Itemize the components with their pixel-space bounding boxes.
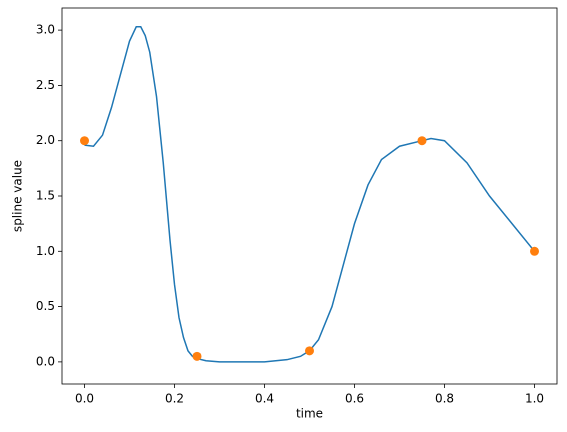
plot-frame xyxy=(61,7,558,385)
x-tick-label: 1.0 xyxy=(525,392,544,406)
line xyxy=(84,26,536,363)
y-tick-label: 3.0 xyxy=(36,23,55,37)
point xyxy=(417,136,427,146)
x-tick-label: 0.6 xyxy=(345,392,364,406)
point xyxy=(192,351,202,361)
x-tick-label: 0.4 xyxy=(255,392,274,406)
y-axis-label: spline value xyxy=(11,160,25,232)
point xyxy=(305,346,314,356)
point xyxy=(530,246,539,256)
x-axis-label: time xyxy=(296,407,323,421)
y-tick-label: 0.0 xyxy=(36,354,55,368)
y-tick-label: 2.5 xyxy=(36,78,55,92)
y-tick-label: 1.5 xyxy=(36,189,55,203)
x-tick-label: 0.2 xyxy=(165,392,184,406)
x-tick-label: 0.8 xyxy=(435,392,454,406)
x-tick-label: 0.0 xyxy=(75,392,94,406)
y-tick-label: 2.0 xyxy=(36,133,55,147)
point xyxy=(80,136,89,146)
y-tick-label: 1.0 xyxy=(36,244,55,258)
y-tick-label: 0.5 xyxy=(36,299,55,313)
